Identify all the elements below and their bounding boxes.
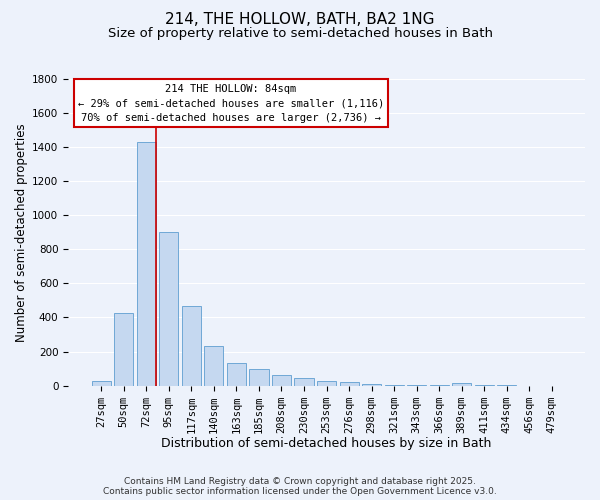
Text: 214, THE HOLLOW, BATH, BA2 1NG: 214, THE HOLLOW, BATH, BA2 1NG <box>165 12 435 28</box>
Bar <box>272 376 291 386</box>
Bar <box>340 382 359 386</box>
Bar <box>114 313 133 386</box>
Bar <box>250 370 269 386</box>
Bar <box>317 380 336 386</box>
Bar <box>137 142 156 386</box>
Bar <box>205 346 223 386</box>
Text: 214 THE HOLLOW: 84sqm
← 29% of semi-detached houses are smaller (1,116)
70% of s: 214 THE HOLLOW: 84sqm ← 29% of semi-deta… <box>78 84 384 123</box>
Bar <box>159 232 178 386</box>
Y-axis label: Number of semi-detached properties: Number of semi-detached properties <box>15 123 28 342</box>
Bar <box>182 306 201 386</box>
Text: Size of property relative to semi-detached houses in Bath: Size of property relative to semi-detach… <box>107 28 493 40</box>
Text: Contains HM Land Registry data © Crown copyright and database right 2025.: Contains HM Land Registry data © Crown c… <box>124 476 476 486</box>
Bar <box>407 385 426 386</box>
X-axis label: Distribution of semi-detached houses by size in Bath: Distribution of semi-detached houses by … <box>161 437 492 450</box>
Bar <box>295 378 314 386</box>
Bar <box>227 362 246 386</box>
Bar <box>452 383 472 386</box>
Bar <box>385 385 404 386</box>
Text: Contains public sector information licensed under the Open Government Licence v3: Contains public sector information licen… <box>103 486 497 496</box>
Bar <box>362 384 381 386</box>
Bar <box>92 380 111 386</box>
